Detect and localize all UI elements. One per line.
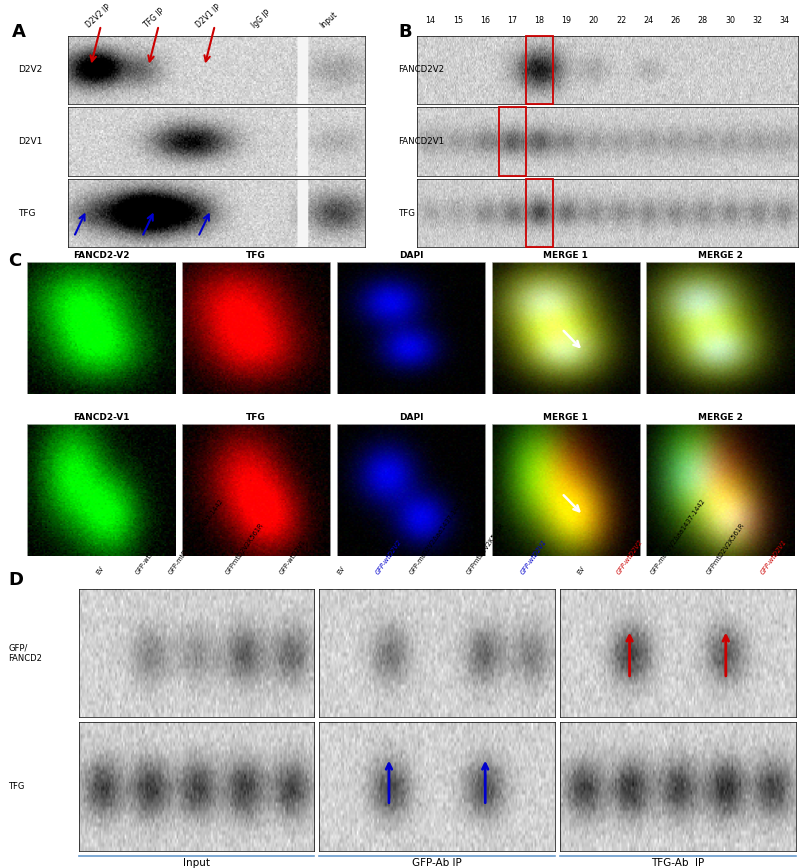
Text: B: B	[399, 23, 412, 42]
Text: 20: 20	[589, 16, 599, 25]
Text: 15: 15	[453, 16, 463, 25]
Text: DAPI: DAPI	[399, 413, 423, 422]
Text: EV: EV	[95, 565, 105, 575]
Text: GFPmtD2V2K561R: GFPmtD2V2K561R	[225, 522, 265, 575]
Text: D: D	[8, 571, 23, 589]
Text: D2V2: D2V2	[18, 65, 42, 75]
Text: 30: 30	[725, 16, 735, 25]
Text: D2V1: D2V1	[18, 137, 42, 146]
Text: C: C	[8, 252, 22, 270]
Text: Input: Input	[318, 10, 339, 30]
Text: TFG IP: TFG IP	[142, 7, 166, 30]
Text: TFG: TFG	[18, 208, 35, 218]
Text: TFG: TFG	[399, 208, 415, 218]
Text: FANCD2-V1: FANCD2-V1	[73, 413, 130, 422]
Text: MERGE 1: MERGE 1	[544, 413, 588, 422]
Text: GFP-mtD2V2Δaa1437-1442: GFP-mtD2V2Δaa1437-1442	[408, 497, 466, 575]
Text: GFPmtD2V2K561R: GFPmtD2V2K561R	[706, 522, 746, 575]
Text: GFP-wtD2V1: GFP-wtD2V1	[759, 538, 788, 575]
Text: MERGE 2: MERGE 2	[699, 413, 743, 422]
Text: MERGE 1: MERGE 1	[544, 252, 588, 260]
Text: MERGE 2: MERGE 2	[699, 252, 743, 260]
Text: GFP-Ab IP: GFP-Ab IP	[412, 858, 462, 868]
Text: TFG: TFG	[246, 252, 266, 260]
Text: FANCD2V1: FANCD2V1	[399, 137, 445, 146]
Text: GFP-wtD2V2: GFP-wtD2V2	[134, 538, 163, 575]
Text: 18: 18	[534, 16, 545, 25]
Text: EV: EV	[577, 565, 586, 575]
Text: TFG-Ab  IP: TFG-Ab IP	[651, 858, 704, 868]
Text: 32: 32	[752, 16, 762, 25]
Text: 24: 24	[643, 16, 654, 25]
Text: GFP-mtD2V2Δaa1437-1442: GFP-mtD2V2Δaa1437-1442	[649, 497, 707, 575]
Text: 22: 22	[616, 16, 626, 25]
Text: GFP-mtD2V2Δaa1437-1442: GFP-mtD2V2Δaa1437-1442	[168, 497, 225, 575]
Text: A: A	[12, 23, 26, 42]
Text: 26: 26	[670, 16, 681, 25]
Text: GFP-wtD2V1: GFP-wtD2V1	[519, 538, 548, 575]
Text: EV: EV	[336, 565, 346, 575]
Text: GFPmtD2V2K561R: GFPmtD2V2K561R	[465, 522, 505, 575]
Text: D2V1 IP: D2V1 IP	[194, 3, 223, 30]
Text: GFP-wtD2V2: GFP-wtD2V2	[615, 538, 644, 575]
Text: GFP/
FANCD2: GFP/ FANCD2	[8, 643, 42, 662]
Text: TFG: TFG	[246, 413, 266, 422]
Text: GFP-wtD2V1: GFP-wtD2V1	[278, 538, 307, 575]
Text: 19: 19	[561, 16, 572, 25]
Text: 28: 28	[698, 16, 708, 25]
Text: FANCD2V2: FANCD2V2	[399, 65, 445, 75]
Text: D2V2 IP: D2V2 IP	[84, 3, 113, 30]
Text: Input: Input	[183, 858, 210, 868]
Text: DAPI: DAPI	[399, 252, 423, 260]
Text: GFP-wtD2V2: GFP-wtD2V2	[375, 538, 403, 575]
Text: 34: 34	[780, 16, 789, 25]
Text: 14: 14	[426, 16, 435, 25]
Text: 17: 17	[507, 16, 517, 25]
Text: IgG IP: IgG IP	[250, 8, 273, 30]
Text: FANCD2-V2: FANCD2-V2	[73, 252, 130, 260]
Text: 16: 16	[480, 16, 490, 25]
Text: TFG: TFG	[8, 782, 24, 791]
